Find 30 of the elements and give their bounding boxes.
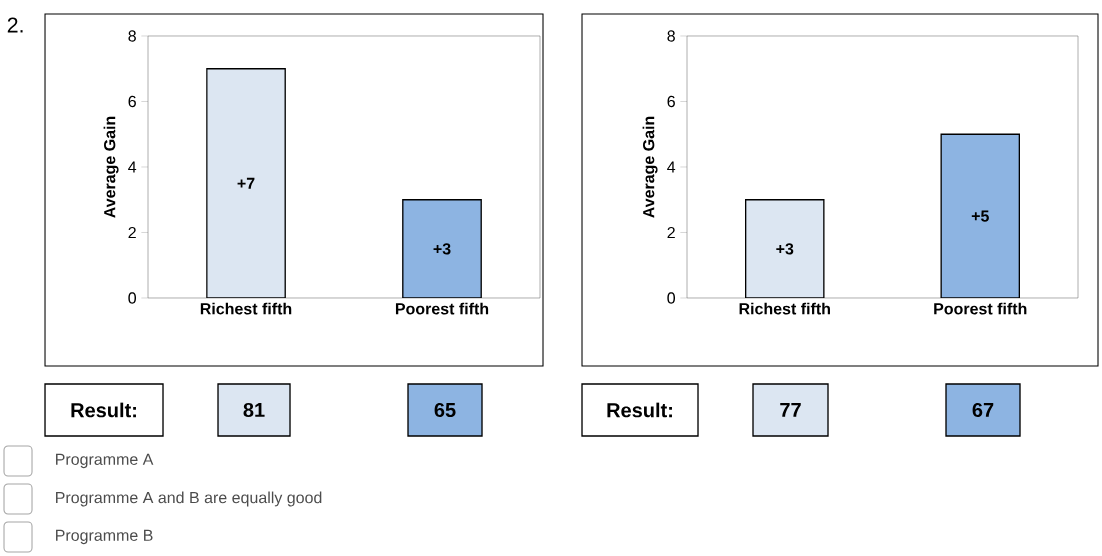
y-tick-label: 4	[667, 161, 676, 173]
x-tick-label: Poorest fifth	[934, 302, 1027, 315]
y-tick-label: 0	[128, 292, 137, 304]
x-tick-label: Richest fifth	[200, 302, 292, 315]
y-tick-label: 0	[667, 292, 676, 304]
y-axis-title: Average Gain	[642, 116, 658, 218]
data-label: +3	[433, 243, 451, 255]
text: Programme A and B are equally good	[56, 491, 322, 507]
text: Programme A	[56, 453, 154, 469]
text: 65	[434, 402, 456, 418]
data-label: +3	[776, 243, 794, 255]
y-tick-label: 2	[667, 226, 675, 239]
y-axis-title: Average Gain	[103, 116, 119, 218]
y-tick-label: 6	[128, 95, 136, 108]
x-tick-label: Poorest fifth	[395, 302, 489, 315]
y-tick-label: 8	[128, 30, 136, 42]
y-tick-label: 4	[128, 161, 137, 173]
y-tick-label: 8	[667, 30, 675, 42]
data-label: +5	[971, 210, 989, 222]
text: 81	[243, 402, 265, 418]
text: 67	[972, 402, 994, 418]
text: 77	[780, 403, 801, 417]
text: Result:	[71, 402, 136, 418]
y-tick-label: 6	[667, 95, 675, 108]
text: 2.	[7, 17, 23, 33]
text: Result:	[607, 402, 672, 418]
x-tick-label: Richest fifth	[739, 302, 830, 315]
y-tick-label: 2	[128, 226, 136, 239]
data-label: +7	[237, 177, 255, 189]
text: Programme B	[56, 529, 153, 545]
